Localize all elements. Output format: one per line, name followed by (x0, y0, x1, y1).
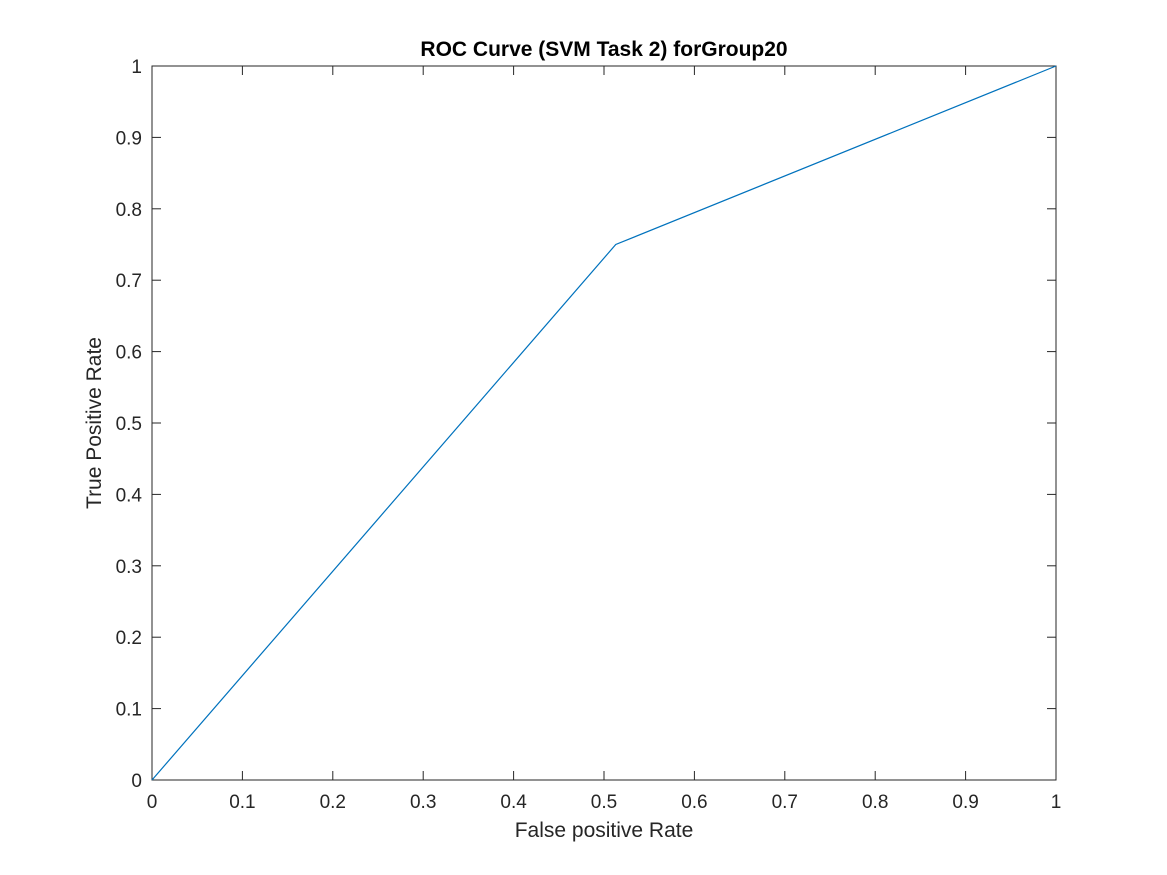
x-tick-label: 0.9 (952, 792, 978, 813)
y-tick-label: 0.2 (116, 628, 142, 649)
plot-area (151, 65, 1057, 781)
x-axis-label: False positive Rate (515, 819, 694, 842)
y-tick-label: 0.5 (116, 414, 142, 435)
y-tick-label: 0.3 (116, 557, 142, 578)
x-tick-label: 0.1 (229, 792, 255, 813)
y-tick-label: 0 (131, 771, 142, 792)
x-tick-label: 1 (1051, 792, 1062, 813)
axis-ticks: 0 0.1 0.2 0.3 0.4 0.5 0.6 0.7 0.8 0.9 1 0 0.1 0.2 0.3 0… (116, 57, 1062, 813)
x-tick-label: 0.5 (591, 792, 617, 813)
x-tick-label: 0 (147, 792, 158, 813)
y-tick-label: 0.6 (116, 343, 142, 364)
x-tick-label: 0.4 (500, 792, 527, 813)
x-tick-label: 0.7 (772, 792, 798, 813)
x-tick-label: 0.3 (410, 792, 436, 813)
roc-curve-line (151, 65, 1057, 781)
chart-title: ROC Curve (SVM Task 2) forGroup20 (420, 38, 787, 61)
y-tick-label: 0.1 (116, 700, 142, 721)
y-tick-label: 1 (131, 57, 142, 78)
y-tick-label: 0.8 (116, 200, 142, 221)
x-tick-label: 0.8 (862, 792, 888, 813)
series-layer (151, 65, 1057, 781)
x-tick-label: 0.6 (681, 792, 707, 813)
y-axis-label: True Positive Rate (83, 337, 106, 509)
x-tick-label: 0.2 (320, 792, 346, 813)
y-tick-label: 0.9 (116, 128, 142, 149)
y-tick-label: 0.4 (116, 485, 143, 506)
y-tick-label: 0.7 (116, 271, 142, 292)
